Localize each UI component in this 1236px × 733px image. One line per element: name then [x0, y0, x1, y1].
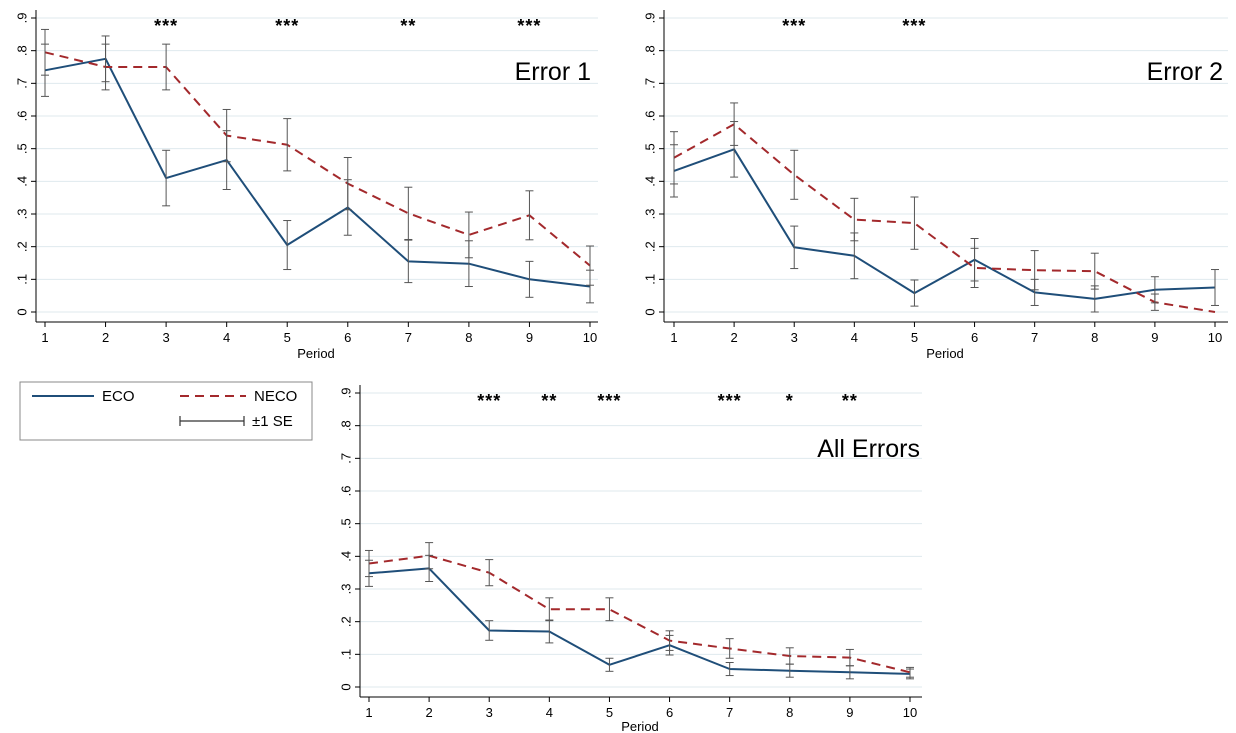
x-tick-label: 8 — [1091, 330, 1098, 345]
y-tick-label: 0 — [338, 683, 353, 690]
panel-title: Error 1 — [515, 58, 591, 86]
x-tick-label: 8 — [465, 330, 472, 345]
y-tick-label: .4 — [14, 176, 29, 187]
x-axis-label: Period — [297, 346, 335, 361]
y-tick-label: .5 — [642, 143, 657, 154]
y-tick-label: .2 — [642, 241, 657, 252]
x-tick-label: 6 — [666, 705, 673, 720]
y-tick-label: .9 — [642, 13, 657, 24]
x-tick-label: 10 — [583, 330, 597, 345]
legend-box — [19, 381, 313, 441]
y-tick-label: 0 — [642, 308, 657, 315]
significance-stars: *** — [275, 16, 299, 36]
x-tick-label: 9 — [1151, 330, 1158, 345]
x-tick-label: 10 — [903, 705, 917, 720]
y-tick-label: .7 — [642, 78, 657, 89]
x-tick-label: 9 — [526, 330, 533, 345]
x-tick-label: 4 — [851, 330, 858, 345]
series-line-neco — [44, 51, 591, 267]
plot-layer: 0 .1 .2 .3 .4 .5 .6 .7 .8 .9 1 2 3 4 5 6 7 8 9 10 *** *** — [642, 10, 1228, 345]
y-tick-label: .7 — [14, 78, 29, 89]
x-tick-label: 1 — [670, 330, 677, 345]
y-tick-label: .5 — [338, 518, 353, 529]
x-tick-label: 2 — [425, 705, 432, 720]
legend: ECO NECO ±1 SE — [19, 381, 313, 441]
series-line-eco — [368, 567, 911, 675]
y-tick-label: 0 — [14, 308, 29, 315]
significance-stars: *** — [902, 16, 926, 36]
x-tick-label: 7 — [1031, 330, 1038, 345]
significance-stars: ** — [541, 391, 557, 411]
significance-stars: *** — [477, 391, 501, 411]
panel-error-1: 0.1.2.3.4.5.6.7.8.91 2 3 4 5 6 7 8 9 10*** *** ** **… — [14, 10, 598, 361]
y-tick-label: .2 — [14, 241, 29, 252]
x-tick-label: 3 — [486, 705, 493, 720]
significance-stars: *** — [154, 16, 178, 36]
y-tick-label: .6 — [642, 111, 657, 122]
y-tick-label: .3 — [338, 584, 353, 595]
y-tick-label: .1 — [338, 649, 353, 660]
x-tick-label: 7 — [405, 330, 412, 345]
x-tick-label: 3 — [162, 330, 169, 345]
x-tick-label: 4 — [223, 330, 230, 345]
y-tick-label: .3 — [642, 209, 657, 220]
panel-error-2: 0 .1 .2 .3 .4 .5 .6 .7 .8 .9 1 2 3 4 5 6 7 8 9 10 *** *** Err… — [642, 10, 1228, 361]
legend-eco-label: ECO — [102, 388, 135, 405]
y-tick-label: .6 — [338, 486, 353, 497]
series-line-neco — [368, 554, 911, 674]
x-tick-label: 7 — [726, 705, 733, 720]
x-tick-label: 9 — [846, 705, 853, 720]
y-tick-label: .1 — [642, 274, 657, 285]
x-axis-label: Period — [926, 346, 964, 361]
significance-stars: * — [786, 391, 794, 411]
y-tick-label: .4 — [642, 176, 657, 187]
panel-title: All Errors — [817, 435, 920, 463]
x-tick-label: 5 — [284, 330, 291, 345]
y-tick-label: .3 — [14, 209, 29, 220]
y-tick-label: .9 — [14, 13, 29, 24]
y-tick-label: .8 — [338, 420, 353, 431]
x-tick-label: 6 — [971, 330, 978, 345]
series-line-eco — [673, 148, 1216, 300]
x-tick-label: 10 — [1208, 330, 1222, 345]
series-line-neco — [673, 123, 1216, 313]
x-tick-label: 2 — [730, 330, 737, 345]
x-tick-label: 1 — [365, 705, 372, 720]
x-tick-label: 8 — [786, 705, 793, 720]
y-tick-label: .7 — [338, 453, 353, 464]
y-tick-label: .6 — [14, 111, 29, 122]
x-axis-label: Period — [621, 719, 659, 733]
x-tick-label: 6 — [344, 330, 351, 345]
panel-all-errors: 0.1.2.3.4.5.6.7.8.91 2 3 4 5 6 7 8 9 10*** ** *** **… — [338, 385, 922, 733]
x-tick-label: 5 — [606, 705, 613, 720]
x-tick-label: 5 — [911, 330, 918, 345]
panel-title: Error 2 — [1147, 58, 1223, 86]
y-tick-label: .8 — [642, 45, 657, 56]
x-tick-label: 4 — [546, 705, 553, 720]
series-line-eco — [44, 57, 591, 288]
significance-stars: *** — [597, 391, 621, 411]
x-tick-label: 3 — [791, 330, 798, 345]
significance-stars: *** — [517, 16, 541, 36]
y-tick-label: .2 — [338, 616, 353, 627]
significance-stars: ** — [842, 391, 858, 411]
y-tick-label: .9 — [338, 388, 353, 399]
y-tick-label: .4 — [338, 551, 353, 562]
legend-se-label: ±1 SE — [252, 413, 293, 430]
significance-stars: *** — [782, 16, 806, 36]
y-tick-label: .1 — [14, 274, 29, 285]
legend-neco-label: NECO — [254, 388, 297, 405]
significance-stars: *** — [718, 391, 742, 411]
x-tick-label: 1 — [41, 330, 48, 345]
x-tick-label: 2 — [102, 330, 109, 345]
y-tick-label: .5 — [14, 143, 29, 154]
y-tick-label: .8 — [14, 45, 29, 56]
significance-stars: ** — [400, 16, 416, 36]
